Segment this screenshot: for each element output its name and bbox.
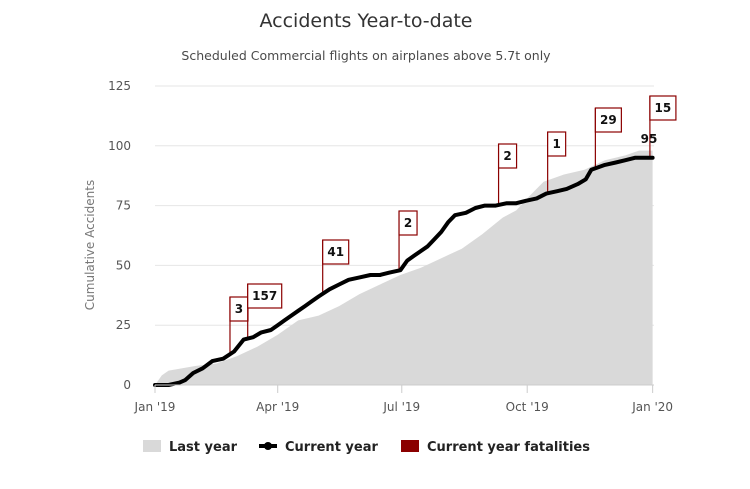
y-tick-label: 0 bbox=[123, 378, 131, 392]
current-year-line bbox=[153, 155, 655, 387]
last-year-area-path bbox=[155, 150, 653, 385]
fatality-flags: 3 157 41 2 2 1 29 15 bbox=[229, 95, 677, 355]
x-tick-label: Apr '19 bbox=[256, 400, 299, 414]
legend[interactable]: Last year Current year Current year fata… bbox=[143, 440, 590, 455]
y-axis-label: Cumulative Accidents bbox=[83, 180, 97, 310]
y-tick-label: 50 bbox=[116, 258, 131, 272]
fatality-flag[interactable]: 41 bbox=[322, 239, 350, 294]
legend-item-last-year[interactable]: Last year bbox=[143, 440, 238, 455]
chart-subtitle: Scheduled Commercial flights on airplane… bbox=[181, 48, 551, 63]
fatality-flag-label: 2 bbox=[404, 216, 412, 230]
legend-marker-current-year bbox=[264, 442, 272, 450]
fatality-flag-box bbox=[594, 107, 622, 133]
legend-label-fatalities: Current year fatalities bbox=[427, 440, 590, 455]
end-value-label: 95 bbox=[641, 132, 658, 146]
y-tick-label: 100 bbox=[108, 139, 131, 153]
legend-item-current-year[interactable]: Current year bbox=[259, 440, 378, 455]
fatality-flag-label: 2 bbox=[503, 149, 511, 163]
fatality-flag[interactable]: 1 bbox=[547, 131, 567, 194]
fatality-flag[interactable]: 2 bbox=[398, 210, 418, 271]
fatality-flag-box bbox=[247, 283, 283, 309]
current-year-line-path bbox=[153, 155, 655, 387]
y-tick-label: 25 bbox=[116, 318, 131, 332]
last-year-area bbox=[155, 150, 653, 385]
y-tick-label: 125 bbox=[108, 79, 131, 93]
fatality-flag-label: 41 bbox=[327, 245, 344, 259]
fatality-flag-label: 15 bbox=[655, 101, 672, 115]
fatality-flag-label: 29 bbox=[600, 113, 617, 127]
fatality-flag-box bbox=[497, 143, 518, 169]
fatality-flag[interactable]: 29 bbox=[594, 107, 622, 169]
fatality-flag-box bbox=[398, 210, 418, 236]
fatality-flag-box bbox=[322, 239, 350, 265]
fatality-flag[interactable]: 2 bbox=[497, 143, 518, 206]
fatality-flag[interactable]: 15 bbox=[649, 95, 677, 158]
legend-item-fatalities[interactable]: Current year fatalities bbox=[401, 440, 590, 455]
fatality-flag-box bbox=[649, 95, 677, 121]
x-tick-label: Oct '19 bbox=[506, 400, 549, 414]
fatality-flag-label: 3 bbox=[235, 302, 243, 316]
x-tick-label: Jan '19 bbox=[134, 400, 176, 414]
x-tick-label: Jan '20 bbox=[631, 400, 673, 414]
fatality-flag-box bbox=[547, 131, 567, 157]
legend-swatch-last-year bbox=[143, 440, 161, 452]
fatality-flag-label: 157 bbox=[252, 289, 277, 303]
fatality-flag-label: 1 bbox=[552, 137, 560, 151]
legend-swatch-fatalities bbox=[401, 440, 419, 452]
legend-label-current-year: Current year bbox=[285, 440, 378, 455]
x-axis-ticks: Jan '19 Apr '19 Jul '19 Oct '19 Jan '20 bbox=[134, 385, 673, 414]
fatality-flag[interactable]: 3 bbox=[229, 296, 249, 355]
x-tick-label: Jul '19 bbox=[382, 400, 420, 414]
y-tick-label: 75 bbox=[116, 199, 131, 213]
y-axis-ticks: 0 25 50 75 100 125 bbox=[108, 79, 131, 392]
legend-label-last-year: Last year bbox=[169, 440, 238, 455]
chart-title: Accidents Year-to-date bbox=[259, 10, 472, 32]
fatality-flag[interactable]: 157 bbox=[247, 283, 283, 339]
